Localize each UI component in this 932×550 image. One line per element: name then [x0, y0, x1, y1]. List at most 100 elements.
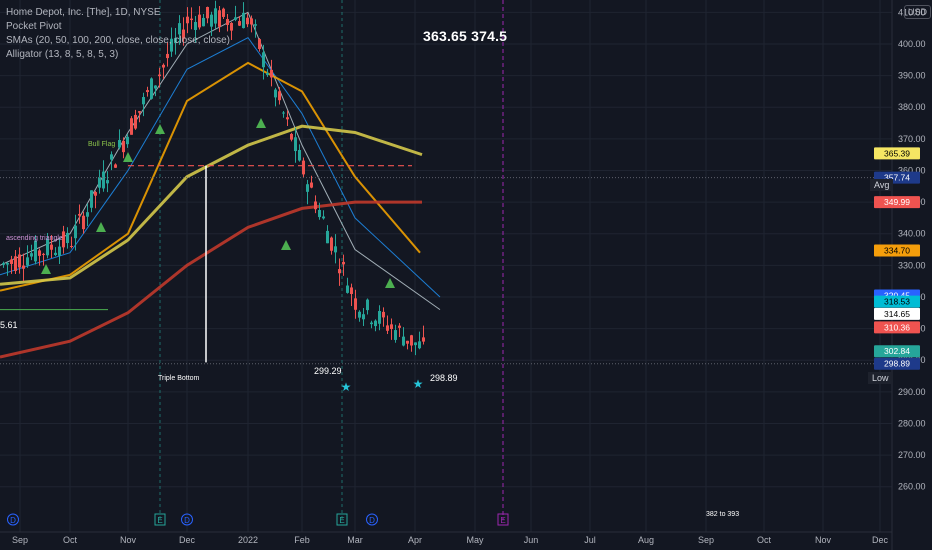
candle-body	[150, 78, 153, 99]
candle-body	[330, 237, 333, 251]
legend-indicator-alligator[interactable]: Alligator (13, 8, 5, 8, 5, 3)	[6, 49, 119, 60]
price-label-text: 334.70	[884, 245, 910, 255]
candle-body	[122, 140, 125, 153]
candle-body	[386, 325, 389, 331]
candle-body	[214, 8, 217, 24]
candle-body	[174, 37, 177, 44]
candle-body	[66, 232, 69, 244]
candle-body	[154, 85, 157, 89]
candle-body	[230, 22, 233, 31]
annotation-label: 382 to 393	[706, 511, 739, 518]
candle-body	[310, 182, 313, 188]
candle-body	[406, 340, 409, 344]
candle-body	[374, 320, 377, 327]
candle-body	[318, 209, 321, 218]
x-tick-label: Apr	[408, 535, 422, 545]
candle-body	[178, 23, 181, 35]
candle-body	[398, 325, 401, 328]
star-icon: ★	[341, 380, 352, 394]
candle-body	[78, 213, 81, 216]
candle-body	[210, 14, 213, 27]
currency-button[interactable]: USD	[904, 5, 932, 19]
candle-body	[394, 330, 397, 340]
candle-body	[410, 335, 413, 346]
y-tick-label: 380.00	[898, 102, 926, 112]
annotation-label: 5.61	[0, 320, 18, 330]
price-label-tag	[874, 321, 920, 334]
earnings-marker	[154, 513, 166, 526]
candle-body	[26, 257, 29, 266]
annotation-label: 299.29	[314, 366, 342, 376]
candle-body	[182, 29, 185, 39]
candle-body	[246, 17, 249, 25]
candle-body	[30, 253, 33, 257]
candle-body	[298, 149, 301, 161]
dividend-marker	[366, 513, 378, 526]
candle-body	[422, 337, 425, 342]
y-tick-label: 330.00	[898, 260, 926, 270]
pocket-pivot-icon	[123, 152, 133, 162]
candle-body	[314, 201, 317, 210]
y-tick-label: 290.00	[898, 387, 926, 397]
candle-body	[14, 256, 17, 271]
chart-legend: Home Depot, Inc. [The], 1D, NYSE Pocket …	[6, 6, 230, 62]
candle-body	[206, 7, 209, 19]
candle-body	[358, 311, 361, 318]
price-label-text: 365.39	[884, 148, 910, 158]
price-target-note: 363.65 374.5	[423, 28, 508, 44]
candle-body	[166, 53, 169, 59]
price-label-tag	[874, 307, 920, 320]
candle-body	[54, 252, 57, 256]
annotation-label: Triple Bottom	[158, 375, 200, 382]
candle-body	[238, 21, 241, 26]
candle-body	[378, 311, 381, 324]
price-label-text: 318.53	[884, 297, 910, 307]
y-tick-label: 390.00	[898, 71, 926, 81]
candle-body	[74, 225, 77, 239]
candle-body	[190, 18, 193, 21]
candle-body	[402, 336, 405, 346]
candle-body	[322, 216, 325, 219]
price-label-text: 310.36	[884, 322, 910, 332]
candle-body	[202, 17, 205, 27]
candle-body	[110, 154, 113, 160]
y-tick-label: 370.00	[898, 134, 926, 144]
star-icon: ★	[413, 377, 424, 391]
candle-body	[342, 261, 345, 265]
legend-symbol[interactable]: Home Depot, Inc. [The], 1D, NYSE	[6, 7, 161, 18]
legend-indicator-pocket-pivot[interactable]: Pocket Pivot	[6, 21, 62, 32]
candle-body	[350, 287, 353, 295]
candle-body	[270, 69, 273, 78]
pocket-pivot-icon	[41, 264, 51, 274]
x-tick-label: Dec	[872, 535, 889, 545]
x-tick-label: Sep	[698, 535, 714, 545]
candle-body	[38, 250, 41, 256]
candle-body	[290, 133, 293, 140]
candle-body	[390, 324, 393, 329]
x-tick-label: Sep	[12, 535, 28, 545]
avg-label: Avg	[870, 179, 894, 191]
candle-body	[234, 17, 237, 20]
y-tick-label: 400.00	[898, 39, 926, 49]
legend-indicator-smas[interactable]: SMAs (20, 50, 100, 200, close, close, cl…	[6, 35, 230, 46]
annotation-label: ascending triangle	[6, 235, 63, 242]
price-label-text: 357.74	[884, 173, 910, 183]
price-label-text: 302.84	[884, 346, 910, 356]
candle-body	[158, 74, 161, 77]
price-label-text: 349.99	[884, 197, 910, 207]
candle-body	[46, 238, 49, 256]
candle-body	[98, 177, 101, 188]
candle-body	[278, 91, 281, 101]
candle-body	[338, 269, 341, 274]
candle-body	[286, 117, 289, 120]
candle-body	[94, 192, 97, 196]
pocket-pivot-icon	[385, 278, 395, 288]
x-tick-label: Dec	[179, 535, 196, 545]
candle-body	[2, 263, 5, 265]
candle-body	[86, 212, 89, 217]
sma-line-3	[0, 61, 421, 292]
candle-body	[306, 184, 309, 192]
candle-body	[250, 18, 253, 25]
